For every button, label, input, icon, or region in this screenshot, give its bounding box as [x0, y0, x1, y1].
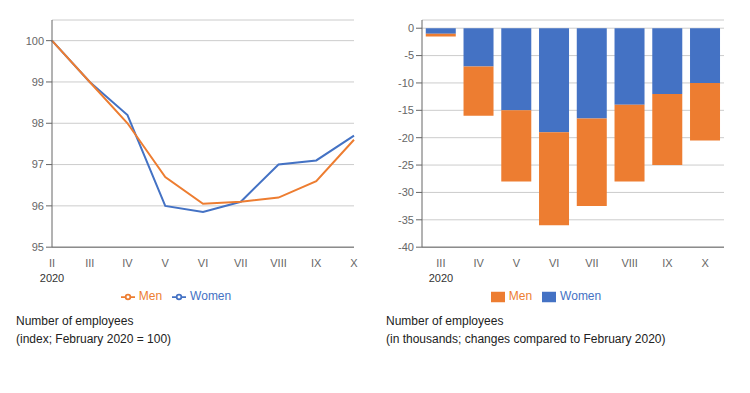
svg-text:III: III — [436, 257, 445, 269]
svg-text:99: 99 — [32, 76, 44, 88]
html-text:Women: Women — [190, 289, 232, 304]
html-text:Number of employees: Number of employees — [386, 314, 504, 328]
html-text:(index; February 2020 = 100): (index; February 2020 = 100) — [16, 332, 172, 346]
svg-text:97: 97 — [32, 158, 44, 170]
svg-text:2020: 2020 — [40, 272, 64, 284]
html-text:Men: Men — [508, 289, 533, 304]
svg-text:-10: -10 — [398, 77, 414, 89]
svg-text:VIII: VIII — [270, 257, 287, 269]
svg-text:V: V — [513, 257, 521, 269]
svg-text:-15: -15 — [398, 104, 414, 116]
svg-text:2020: 2020 — [429, 272, 453, 284]
svg-text:IV: IV — [122, 257, 133, 269]
svg-text:-25: -25 — [398, 159, 414, 171]
svg-text:X: X — [350, 257, 358, 269]
svg-text:VII: VII — [234, 257, 247, 269]
svg-text:-20: -20 — [398, 132, 414, 144]
html-text:Number of employees: Number of employees — [16, 314, 134, 328]
svg-text:98: 98 — [32, 117, 44, 129]
svg-text:95: 95 — [32, 241, 44, 253]
svg-text:III: III — [85, 257, 94, 269]
svg-text:-40: -40 — [398, 241, 414, 253]
svg-text:0: 0 — [408, 22, 414, 34]
svg-text:IX: IX — [662, 257, 673, 269]
html-text:Men: Men — [138, 289, 163, 304]
svg-text:X: X — [701, 257, 709, 269]
svg-text:-35: -35 — [398, 214, 414, 226]
svg-text:IV: IV — [473, 257, 484, 269]
svg-text:-30: -30 — [398, 186, 414, 198]
html-text:Women: Women — [560, 289, 602, 304]
svg-text:IX: IX — [311, 257, 322, 269]
svg-text:100: 100 — [26, 35, 44, 47]
svg-text:96: 96 — [32, 200, 44, 212]
svg-text:VI: VI — [198, 257, 208, 269]
svg-text:-5: -5 — [404, 49, 414, 61]
svg-text:VII: VII — [585, 257, 598, 269]
svg-text:VI: VI — [549, 257, 559, 269]
svg-text:V: V — [162, 257, 170, 269]
svg-text:II: II — [49, 257, 55, 269]
svg-text:VIII: VIII — [621, 257, 638, 269]
html-text:(in thousands; changes compare: (in thousands; changes compared to Febru… — [386, 332, 666, 346]
